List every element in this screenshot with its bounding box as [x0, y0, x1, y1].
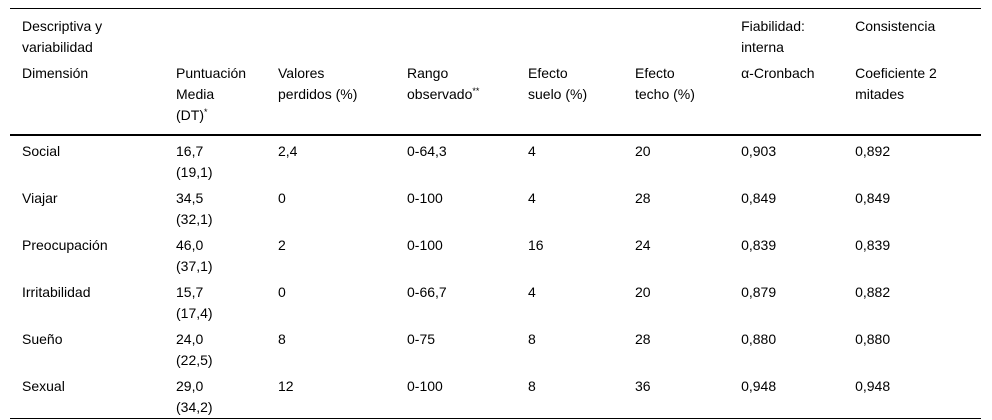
group-header-consistency: Consistencia — [855, 18, 936, 34]
mean-value: 16,7 — [176, 142, 204, 159]
column-header-label: Puntuación Media (DT) — [176, 64, 247, 123]
footnote-marker-asterisk: * — [204, 106, 208, 117]
column-header-label: Efecto suelo (%) — [528, 64, 588, 102]
column-header-observed-range: Rango observado** — [407, 60, 528, 136]
table-row-social: Social 16,7 (19,1) 2,4 0-64,3 4 20 0,903 … — [10, 135, 981, 183]
floor-effect-cell: 4 — [528, 283, 536, 300]
table-row-preocupacion: Preocupación 46,0 (37,1) 2 0-100 16 24 0,… — [10, 230, 981, 277]
mean-value: 24,0 — [176, 330, 204, 347]
sd-value: (37,1) — [176, 257, 213, 274]
cronbach-alpha-cell: 0,880 — [741, 330, 777, 347]
floor-effect-cell: 4 — [528, 189, 536, 206]
mean-sd-cell: 16,7 (19,1) — [176, 135, 278, 183]
cronbach-alpha-cell: 0,839 — [741, 236, 777, 253]
column-header-missing-values: Valores perdidos (%) — [278, 60, 407, 136]
group-header-reliability: Fiabilidad: interna — [741, 18, 805, 55]
missing-values-cell: 12 — [278, 377, 294, 394]
mean-value: 46,0 — [176, 236, 204, 253]
floor-effect-cell: 8 — [528, 377, 536, 394]
split-half-cell: 0,882 — [855, 283, 891, 300]
mean-sd-cell: 29,0 (34,2) — [176, 371, 278, 419]
footnote-marker-double-asterisk: ** — [472, 85, 480, 96]
column-header-floor-effect: Efecto suelo (%) — [528, 60, 635, 136]
sd-value: (34,2) — [176, 398, 213, 415]
mean-sd-cell: 46,0 (37,1) — [176, 230, 278, 277]
dimension-cell: Irritabilidad — [22, 283, 91, 300]
cronbach-alpha-cell: 0,903 — [741, 142, 777, 159]
sd-value: (22,5) — [176, 351, 213, 368]
table-row-viajar: Viajar 34,5 (32,1) 0 0-100 4 28 0,849 0,8… — [10, 183, 981, 230]
group-header-row: Descriptiva y variabilidad Fiabilidad: i… — [10, 9, 981, 61]
ceiling-effect-cell: 24 — [635, 236, 651, 253]
mean-value: 34,5 — [176, 189, 204, 206]
observed-range-cell: 0-66,7 — [407, 283, 447, 300]
observed-range-cell: 0-64,3 — [407, 142, 447, 159]
ceiling-effect-cell: 20 — [635, 142, 651, 159]
mean-value: 29,0 — [176, 377, 204, 394]
missing-values-cell: 2,4 — [278, 142, 298, 159]
dimension-cell: Sexual — [22, 377, 65, 394]
split-half-cell: 0,948 — [855, 377, 891, 394]
ceiling-effect-cell: 28 — [635, 330, 651, 347]
column-header-dimension: Dimensión — [10, 60, 176, 136]
observed-range-cell: 0-100 — [407, 189, 443, 206]
missing-values-cell: 0 — [278, 283, 286, 300]
descriptive-statistics-table: Descriptiva y variabilidad Fiabilidad: i… — [10, 8, 982, 419]
column-header-split-half-coefficient: Coeficiente 2 mitades — [855, 60, 982, 136]
table-row-sueno: Sueño 24,0 (22,5) 8 0-75 8 28 0,880 0,880 — [10, 324, 981, 371]
mean-sd-cell: 34,5 (32,1) — [176, 183, 278, 230]
ceiling-effect-cell: 20 — [635, 283, 651, 300]
dimension-cell: Sueño — [22, 330, 63, 347]
column-header-label: α-Cronbach — [741, 64, 815, 81]
split-half-cell: 0,839 — [855, 236, 891, 253]
split-half-cell: 0,849 — [855, 189, 891, 206]
table-row-sexual: Sexual 29,0 (34,2) 12 0-100 8 36 0,948 0,… — [10, 371, 981, 419]
mean-sd-cell: 24,0 (22,5) — [176, 324, 278, 371]
dimension-cell: Viajar — [22, 189, 58, 206]
column-header-label: Valores perdidos (%) — [278, 64, 358, 102]
column-header-row: Dimensión Puntuación Media (DT)* Valores… — [10, 60, 982, 136]
mean-sd-cell: 15,7 (17,4) — [176, 277, 278, 324]
ceiling-effect-cell: 36 — [635, 377, 651, 394]
cronbach-alpha-cell: 0,948 — [741, 377, 777, 394]
column-header-ceiling-effect: Efecto techo (%) — [635, 60, 742, 136]
column-header-label: Efecto techo (%) — [635, 64, 695, 102]
cronbach-alpha-cell: 0,879 — [741, 283, 777, 300]
floor-effect-cell: 8 — [528, 330, 536, 347]
cronbach-alpha-cell: 0,849 — [741, 189, 777, 206]
column-header-label: Dimensión — [22, 64, 89, 81]
dimension-cell: Social — [22, 142, 61, 159]
floor-effect-cell: 16 — [528, 236, 544, 253]
missing-values-cell: 8 — [278, 330, 286, 347]
table-row-irritabilidad: Irritabilidad 15,7 (17,4) 0 0-66,7 4 20 0… — [10, 277, 981, 324]
column-header-mean-sd: Puntuación Media (DT)* — [176, 60, 278, 136]
sd-value: (17,4) — [176, 304, 213, 321]
observed-range-cell: 0-100 — [407, 236, 443, 253]
column-header-label: Rango observado — [407, 64, 473, 102]
floor-effect-cell: 4 — [528, 142, 536, 159]
split-half-cell: 0,892 — [855, 142, 891, 159]
column-header-label: Coeficiente 2 mitades — [855, 64, 937, 102]
column-header-cronbach-alpha: α-Cronbach — [741, 60, 856, 136]
sd-value: (19,1) — [176, 163, 213, 180]
ceiling-effect-cell: 28 — [635, 189, 651, 206]
observed-range-cell: 0-75 — [407, 330, 436, 347]
dimension-cell: Preocupación — [22, 236, 108, 253]
mean-value: 15,7 — [176, 283, 204, 300]
sd-value: (32,1) — [176, 210, 213, 227]
missing-values-cell: 0 — [278, 189, 286, 206]
missing-values-cell: 2 — [278, 236, 286, 253]
split-half-cell: 0,880 — [855, 330, 891, 347]
observed-range-cell: 0-100 — [407, 377, 443, 394]
group-header-descriptive: Descriptiva y variabilidad — [22, 18, 103, 55]
